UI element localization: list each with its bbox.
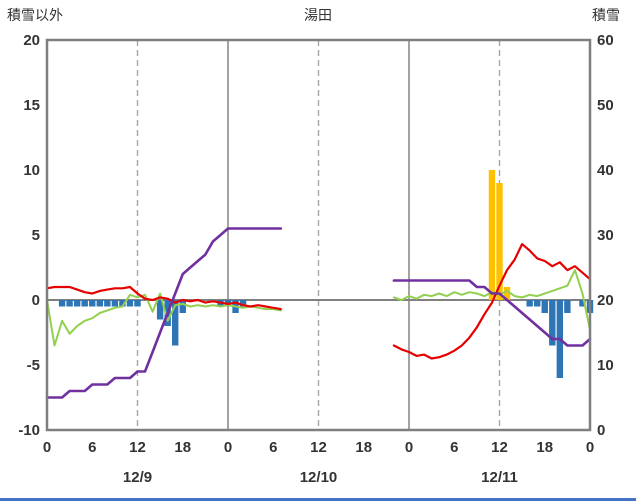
blue-bars: [58, 300, 66, 307]
x-axis-hour-label: 18: [536, 439, 553, 456]
orange-bars: [488, 170, 496, 300]
left-axis-tick-label: 5: [32, 227, 40, 244]
blue-bars: [541, 300, 548, 313]
left-axis-tick-label: 20: [23, 32, 40, 49]
right-axis-tick-label: 20: [597, 292, 614, 309]
x-axis-hour-label: 0: [405, 439, 413, 456]
orange-bars: [496, 183, 503, 300]
green-line: [46, 292, 282, 347]
x-axis-hour-label: 6: [269, 439, 277, 456]
x-axis-hour-label: 6: [450, 439, 458, 456]
blue-bars: [549, 300, 556, 346]
right-axis-tick-label: 50: [597, 97, 614, 114]
blue-bars: [172, 300, 179, 346]
blue-bars: [96, 300, 103, 307]
blue-bars: [104, 300, 111, 307]
bottom-border: [0, 498, 636, 501]
left-axis-tick-label: 0: [32, 292, 40, 309]
left-axis-tick-label: -5: [27, 357, 40, 374]
purple-line: [45, 227, 283, 399]
right-axis-title: 積雪: [592, 7, 620, 23]
red-line: [392, 243, 592, 360]
blue-bars: [66, 300, 73, 307]
x-axis-date-label: 12/9: [123, 469, 152, 486]
right-axis-tick-label: 30: [597, 227, 614, 244]
x-axis-hour-label: 6: [88, 439, 96, 456]
left-axis-tick-label: -10: [18, 422, 40, 439]
blue-bars: [81, 300, 88, 307]
purple-line: [392, 279, 592, 347]
blue-bars: [526, 300, 533, 307]
x-axis-hour-label: 12: [129, 439, 146, 456]
x-axis-hour-label: 0: [224, 439, 232, 456]
blue-bars: [126, 300, 134, 307]
left-axis-tick-label: 10: [23, 162, 40, 179]
x-axis-hour-label: 18: [174, 439, 191, 456]
right-axis-tick-label: 60: [597, 32, 614, 49]
x-axis-hour-label: 0: [43, 439, 51, 456]
blue-bars: [134, 300, 141, 307]
blue-bars: [239, 300, 247, 307]
left-axis-title: 積雪以外: [7, 7, 63, 23]
x-axis-hour-label: 0: [586, 439, 594, 456]
right-axis-tick-label: 10: [597, 357, 614, 374]
x-axis-hour-label: 12: [310, 439, 327, 456]
blue-bars: [73, 300, 81, 307]
blue-bars: [564, 300, 571, 313]
blue-bars: [111, 300, 119, 307]
x-axis-hour-label: 12: [491, 439, 508, 456]
orange-bars: [503, 287, 511, 300]
blue-bars: [156, 300, 164, 320]
left-axis-tick-label: 15: [23, 97, 40, 114]
blue-bars: [579, 300, 586, 307]
red-line: [45, 285, 282, 311]
blue-bars: [179, 300, 186, 313]
chart-header: 積雪以外 湯田 積雪: [0, 5, 636, 27]
x-axis-date-label: 12/11: [481, 469, 518, 486]
right-axis-tick-label: 0: [597, 422, 605, 439]
plot-frame: [45, 38, 592, 432]
right-axis-tick-label: 40: [597, 162, 614, 179]
blue-bars: [119, 300, 126, 307]
blue-bars: [89, 300, 96, 307]
x-axis-date-label: 12/10: [300, 469, 338, 486]
chart-title: 湯田: [304, 7, 332, 23]
blue-bars: [534, 300, 541, 307]
x-axis-hour-label: 18: [355, 439, 372, 456]
